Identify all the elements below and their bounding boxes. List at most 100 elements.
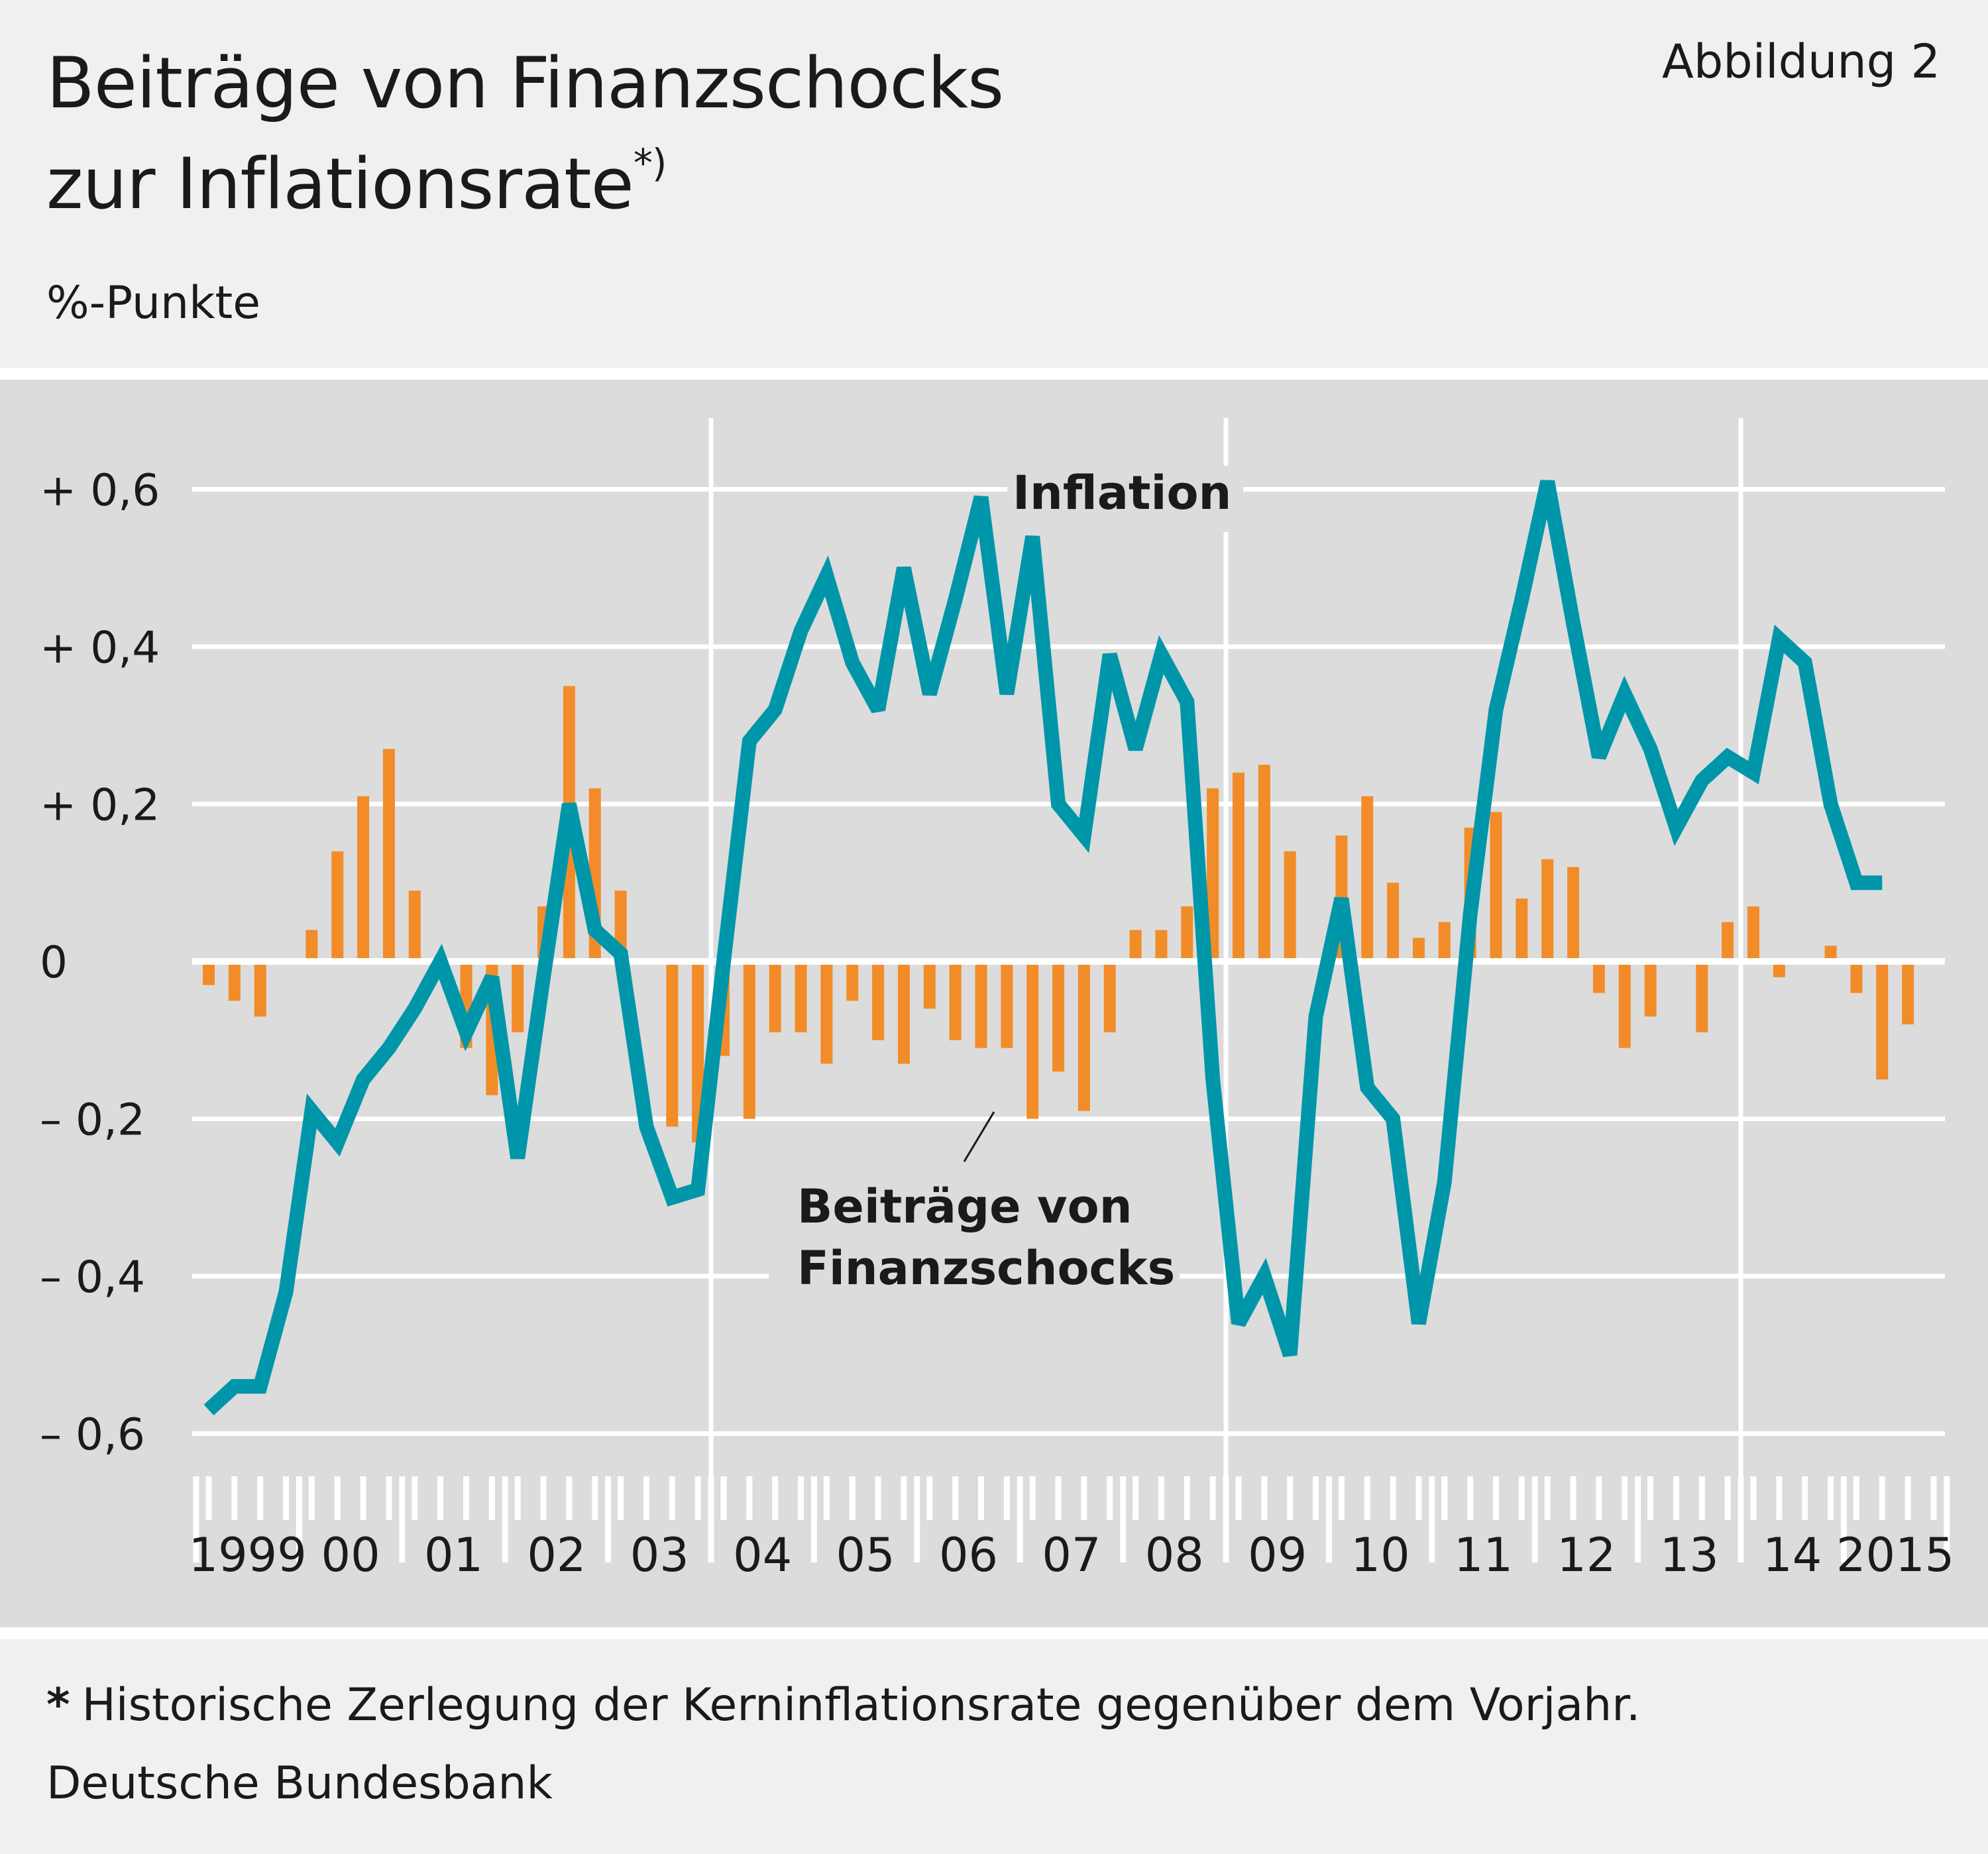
quarter-tick <box>901 1476 907 1520</box>
x-year-label: 14 <box>1763 1528 1822 1582</box>
quarter-tick <box>1287 1476 1294 1520</box>
shock-bar <box>1387 883 1400 961</box>
shocks-leader-line <box>963 1111 995 1162</box>
quarter-tick <box>1647 1476 1654 1520</box>
shock-bar <box>923 961 936 1009</box>
quarter-tick <box>1879 1476 1885 1520</box>
quarter-tick <box>823 1476 830 1520</box>
quarter-tick <box>1518 1476 1525 1520</box>
unit-label: %-Punkte <box>46 277 261 329</box>
quarter-tick <box>257 1476 264 1520</box>
shock-bar <box>1155 930 1168 961</box>
quarter-tick <box>1493 1476 1499 1520</box>
quarter-tick <box>798 1476 804 1520</box>
shock-bar <box>1284 851 1296 961</box>
y-tick-label: + 0,6 <box>40 465 160 516</box>
shock-bar <box>1644 961 1657 1017</box>
shock-bar <box>1722 922 1734 961</box>
shock-bar <box>1618 961 1631 1048</box>
x-year-label: 05 <box>836 1528 895 1582</box>
quarter-tick <box>1415 1476 1422 1520</box>
year-tick <box>1325 1476 1332 1562</box>
year-tick <box>1223 1476 1229 1562</box>
year-tick <box>914 1476 920 1562</box>
shock-bar <box>1592 961 1605 993</box>
shocks-annotation-line-2: Finanzschocks <box>797 1241 1175 1295</box>
x-year-label: 1999 <box>189 1528 307 1582</box>
quarter-tick <box>540 1476 547 1520</box>
quarter-tick <box>1724 1476 1731 1520</box>
year-tick <box>708 1476 714 1562</box>
shock-bar <box>1824 946 1837 961</box>
quarter-tick <box>1673 1476 1679 1520</box>
quarter-tick <box>694 1476 701 1520</box>
quarter-tick <box>772 1476 779 1520</box>
x-year-labels: 1999 00 01 02 03 04 05 06 07 08 09 10 11 12 13 14 2015 <box>189 1528 1955 1582</box>
year-tick <box>1531 1476 1538 1562</box>
quarter-tick <box>283 1476 290 1520</box>
title-line-2: zur Inflationsrate <box>46 143 634 225</box>
x-year-label: 02 <box>527 1528 586 1582</box>
x-year-label: 04 <box>733 1528 792 1582</box>
shock-bar <box>1567 867 1580 961</box>
y-tick-label: + 0,2 <box>40 780 160 831</box>
inflation-annotation: Inflation <box>1013 466 1231 520</box>
shock-bar <box>1103 961 1116 1032</box>
figure-label: Abbildung 2 <box>1661 34 1940 89</box>
shock-bar <box>1696 961 1708 1032</box>
shock-bar <box>743 961 755 1119</box>
year-dividers <box>708 418 1743 1488</box>
shocks-label-bg <box>769 1162 1180 1294</box>
shock-bar <box>1850 961 1863 993</box>
shock-bar <box>1026 961 1039 1119</box>
shock-bar <box>1077 961 1090 1111</box>
year-tick <box>605 1476 612 1562</box>
shock-bar <box>1747 906 1759 961</box>
shock-bar <box>408 891 421 961</box>
y-tick-label: + 0,4 <box>40 622 160 673</box>
quarter-tick <box>437 1476 444 1520</box>
x-year-label: 00 <box>321 1528 380 1582</box>
quarter-tick <box>875 1476 881 1520</box>
shock-bar <box>1902 961 1914 1024</box>
inflation-line <box>203 480 1883 1415</box>
y-tick-label: – 0,6 <box>40 1409 145 1460</box>
x-year-label: 2015 <box>1836 1528 1954 1582</box>
shock-bar <box>795 961 807 1032</box>
shock-bar <box>949 961 962 1040</box>
x-year-label: 08 <box>1145 1528 1204 1582</box>
y-tick-label: – 0,2 <box>40 1095 145 1146</box>
chart-header: Beiträge von Finanzschocks zur Inflation… <box>0 0 1988 368</box>
year-tick <box>502 1476 508 1562</box>
shock-bar <box>846 961 859 1001</box>
top-separator <box>0 368 1988 380</box>
x-year-label: 11 <box>1454 1528 1513 1582</box>
quarter-tick <box>1055 1476 1062 1520</box>
year-tick <box>1017 1476 1023 1562</box>
shock-bar <box>897 961 910 1064</box>
year-tick <box>1944 1476 1950 1562</box>
x-year-label: 09 <box>1248 1528 1307 1582</box>
shock-bar <box>692 961 704 1143</box>
bar-series <box>192 686 1945 1143</box>
shock-bar <box>203 961 215 985</box>
year-tick <box>1840 1476 1847 1562</box>
shock-bar <box>820 961 833 1064</box>
quarter-tick <box>308 1476 315 1520</box>
quarter-tick <box>1622 1476 1628 1520</box>
source: Deutsche Bundesbank <box>46 1757 553 1810</box>
shock-bar <box>1490 812 1502 961</box>
x-year-label: 13 <box>1660 1528 1719 1582</box>
quarter-tick <box>1158 1476 1164 1520</box>
quarter-tick <box>1313 1476 1319 1520</box>
quarter-tick <box>463 1476 469 1520</box>
quarter-tick <box>1184 1476 1190 1520</box>
footnote-mark: * <box>46 1679 70 1731</box>
year-tick <box>296 1476 302 1562</box>
shock-bar <box>382 749 395 961</box>
quarter-tick <box>1029 1476 1036 1520</box>
quarter-tick <box>1828 1476 1834 1520</box>
y-tick-labels: + 0,6 + 0,4 + 0,2 0 – 0,2 – 0,4 – 0,6 <box>40 465 160 1460</box>
title-footnote-mark: *) <box>633 140 667 186</box>
x-year-label: 01 <box>424 1528 483 1582</box>
